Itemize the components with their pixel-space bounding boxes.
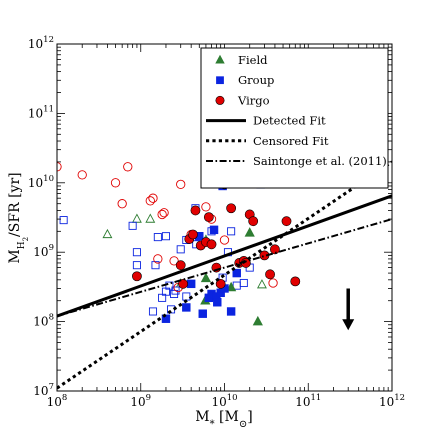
virgo-upper-limit-point xyxy=(201,202,211,212)
legend-box xyxy=(200,47,389,189)
legend-field-marker xyxy=(215,54,225,64)
virgo-detected-point xyxy=(248,216,259,227)
virgo-detected-point xyxy=(215,278,226,289)
x-tick-label: 1011 xyxy=(295,393,321,409)
legend-label: Detected Fit xyxy=(253,114,326,128)
legend-item-saintonge-et-al-2011: Saintonge et al. (2011) xyxy=(206,154,387,168)
virgo-detected-point xyxy=(226,203,237,214)
virgo-detected-point xyxy=(178,278,188,289)
legend-virgo-marker xyxy=(215,95,225,105)
censored-fit-line xyxy=(57,160,392,390)
legend-item-censored-fit: Censored Fit xyxy=(206,134,329,148)
virgo-detected-point xyxy=(190,205,201,216)
group-upper-limit-point xyxy=(176,245,185,254)
virgo-upper-limit-point xyxy=(153,254,163,264)
y-tick-label: 107 xyxy=(33,382,54,398)
group-upper-limit-point xyxy=(151,261,160,270)
group-upper-limit-point xyxy=(128,221,137,230)
upper-limit-arrow xyxy=(342,288,355,331)
fit-lines xyxy=(57,160,392,390)
group-detected-point xyxy=(209,225,219,235)
group-detected-point xyxy=(161,314,171,323)
virgo-upper-limit-point xyxy=(145,196,155,206)
virgo-upper-limit-point xyxy=(268,278,278,288)
group-detected-point xyxy=(198,309,207,318)
virgo-upper-limit-point xyxy=(159,208,169,218)
legend-label: Saintonge et al. (2011) xyxy=(253,154,387,168)
virgo-detected-point xyxy=(132,271,142,282)
group-upper-limit-point xyxy=(227,227,236,236)
virgo-detected-point xyxy=(206,239,217,250)
axis-ticks xyxy=(56,43,393,392)
x-tick-label: 109 xyxy=(130,393,151,409)
group-detected-point xyxy=(186,279,196,289)
virgo-detected-point xyxy=(175,260,186,271)
x-tick-label: 108 xyxy=(47,393,68,409)
group-upper-limit-point xyxy=(153,233,162,242)
legend-item-group: Group xyxy=(216,73,274,87)
x-tick-label: 1012 xyxy=(379,393,405,409)
group-upper-limit-point xyxy=(132,248,141,257)
virgo-upper-limit-point xyxy=(110,178,121,188)
virgo-detected-point xyxy=(290,276,301,287)
field-detected-point xyxy=(200,272,212,283)
field-upper-limit-point xyxy=(131,213,142,223)
group-detected-point xyxy=(232,268,241,278)
y-tick-label: 108 xyxy=(33,313,54,329)
group-detected-point xyxy=(182,303,191,312)
legend: Field Group Virgo Detected Fit Censored Fit S… xyxy=(200,47,389,189)
x-tick-labels: 108 109 1010 1011 1012 xyxy=(47,393,405,409)
field-detected-point xyxy=(244,227,255,237)
group-upper-limit-point xyxy=(182,292,191,301)
virgo-upper-limit-point xyxy=(123,162,133,172)
virgo-detected-point xyxy=(270,244,280,255)
x-axis-label: M* [M⊙] xyxy=(195,409,252,430)
group-upper-limit-point xyxy=(59,216,68,225)
legend-label: Group xyxy=(238,73,274,87)
virgo-upper-limit-point xyxy=(57,162,62,172)
virgo-upper-limit-point xyxy=(169,256,179,266)
annotations xyxy=(342,288,355,331)
virgo-detected-point xyxy=(188,229,198,240)
virgo-upper-limit-point xyxy=(77,170,87,180)
field-detected-point xyxy=(226,281,237,292)
x-tick-label: 1010 xyxy=(211,393,237,409)
y-tick-label: 109 xyxy=(33,243,54,259)
legend-item-virgo: Virgo xyxy=(215,93,270,107)
field-detected-point xyxy=(252,315,263,326)
virgo-detected-point xyxy=(203,212,214,223)
virgo-upper-limit-point xyxy=(117,199,127,209)
group-detected-point xyxy=(226,307,236,316)
field-upper-limit-point xyxy=(256,279,267,289)
group-detected-point xyxy=(213,298,222,307)
virgo-detected-point xyxy=(281,216,292,227)
group-upper-limit-point xyxy=(148,307,158,316)
legend-label: Field xyxy=(238,53,268,67)
field-upper-limit-point xyxy=(102,228,113,239)
legend-label: Virgo xyxy=(237,93,270,107)
virgo-upper-limit-point xyxy=(176,179,186,189)
group-upper-limit-point xyxy=(132,261,141,270)
y-tick-label: 1012 xyxy=(28,35,54,51)
legend-group-marker xyxy=(216,76,224,85)
virgo-detected-point xyxy=(265,269,275,280)
y-axis-label: MH2/SFR [yr] xyxy=(7,172,30,263)
saintonge-line xyxy=(57,218,392,318)
group-upper-limit-point xyxy=(171,286,180,295)
group-upper-limit-point xyxy=(239,278,248,288)
detected-fit-line xyxy=(57,194,392,318)
legend-item-detected-fit: Detected Fit xyxy=(206,114,326,128)
virgo-upper-limit-point xyxy=(219,235,230,245)
group-upper-limit-point xyxy=(161,232,170,241)
legend-item-field: Field xyxy=(215,53,268,67)
legend-label: Censored Fit xyxy=(253,134,329,148)
virgo-upper-limit-point xyxy=(148,193,158,203)
y-tick-label: 1011 xyxy=(28,104,54,120)
virgo-upper-limit-point xyxy=(157,209,167,220)
y-tick-labels: 107 108 109 1010 1011 1012 xyxy=(28,35,54,398)
y-tick-label: 1010 xyxy=(28,174,54,190)
field-upper-limit-point xyxy=(145,213,156,223)
